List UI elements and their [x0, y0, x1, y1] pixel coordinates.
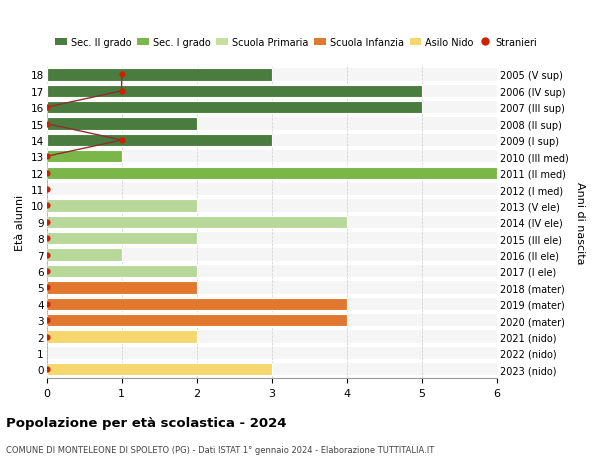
- Bar: [47, 85, 422, 98]
- Bar: [47, 69, 497, 81]
- Bar: [47, 184, 497, 196]
- Bar: [47, 134, 497, 147]
- Bar: [47, 151, 497, 163]
- Bar: [47, 364, 272, 375]
- Bar: [47, 102, 422, 114]
- Bar: [47, 134, 272, 147]
- Y-axis label: Età alunni: Età alunni: [15, 194, 25, 251]
- Bar: [47, 167, 497, 179]
- Bar: [47, 282, 497, 294]
- Bar: [47, 265, 497, 278]
- Bar: [47, 330, 497, 343]
- Bar: [47, 216, 497, 229]
- Bar: [47, 298, 347, 310]
- Bar: [47, 249, 497, 261]
- Bar: [47, 102, 497, 114]
- Bar: [47, 347, 497, 359]
- Bar: [47, 314, 347, 326]
- Text: COMUNE DI MONTELEONE DI SPOLETO (PG) - Dati ISTAT 1° gennaio 2024 - Elaborazione: COMUNE DI MONTELEONE DI SPOLETO (PG) - D…: [6, 445, 434, 454]
- Bar: [47, 118, 497, 130]
- Bar: [47, 118, 197, 130]
- Bar: [47, 85, 497, 98]
- Bar: [47, 364, 497, 375]
- Bar: [47, 298, 497, 310]
- Bar: [47, 249, 122, 261]
- Bar: [47, 314, 497, 326]
- Bar: [47, 216, 347, 229]
- Bar: [47, 330, 197, 343]
- Bar: [47, 167, 497, 179]
- Y-axis label: Anni di nascita: Anni di nascita: [575, 181, 585, 263]
- Bar: [47, 151, 122, 163]
- Bar: [47, 233, 197, 245]
- Bar: [47, 200, 497, 212]
- Bar: [47, 233, 497, 245]
- Bar: [47, 265, 197, 278]
- Text: Popolazione per età scolastica - 2024: Popolazione per età scolastica - 2024: [6, 416, 287, 429]
- Legend: Sec. II grado, Sec. I grado, Scuola Primaria, Scuola Infanzia, Asilo Nido, Stran: Sec. II grado, Sec. I grado, Scuola Prim…: [52, 34, 541, 51]
- Bar: [47, 69, 272, 81]
- Bar: [47, 282, 197, 294]
- Bar: [47, 200, 197, 212]
